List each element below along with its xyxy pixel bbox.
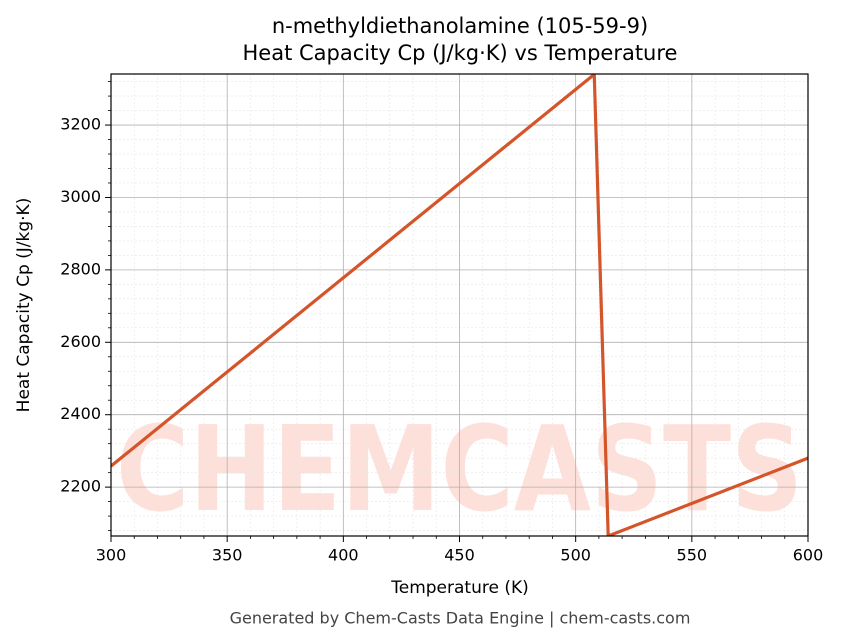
y-tick-label: 2800 (60, 259, 101, 278)
y-tick-label: 3200 (60, 115, 101, 134)
x-tick-label: 550 (677, 546, 708, 565)
chart-subtitle: Heat Capacity Cp (J/kg·K) vs Temperature (243, 41, 678, 65)
chart-title: n-methyldiethanolamine (105-59-9) (272, 14, 648, 38)
x-tick-label: 600 (793, 546, 824, 565)
plot-frame (110, 73, 809, 537)
y-tick-label: 2600 (60, 332, 101, 351)
x-tick-label: 350 (212, 546, 243, 565)
y-tick-label: 3000 (60, 187, 101, 206)
x-tick-label: 500 (560, 546, 591, 565)
x-tick-label: 450 (444, 546, 475, 565)
x-tick-label: 400 (328, 546, 359, 565)
data-line (111, 74, 808, 536)
x-tick-label: 300 (96, 546, 127, 565)
y-tick-label: 2200 (60, 477, 101, 496)
x-axis-label: Temperature (K) (390, 578, 529, 598)
y-axis-label: Heat Capacity Cp (J/kg·K) (14, 198, 34, 413)
footer: Generated by Chem-Casts Data Engine | ch… (230, 609, 691, 628)
y-tick-label: 2400 (60, 404, 101, 423)
